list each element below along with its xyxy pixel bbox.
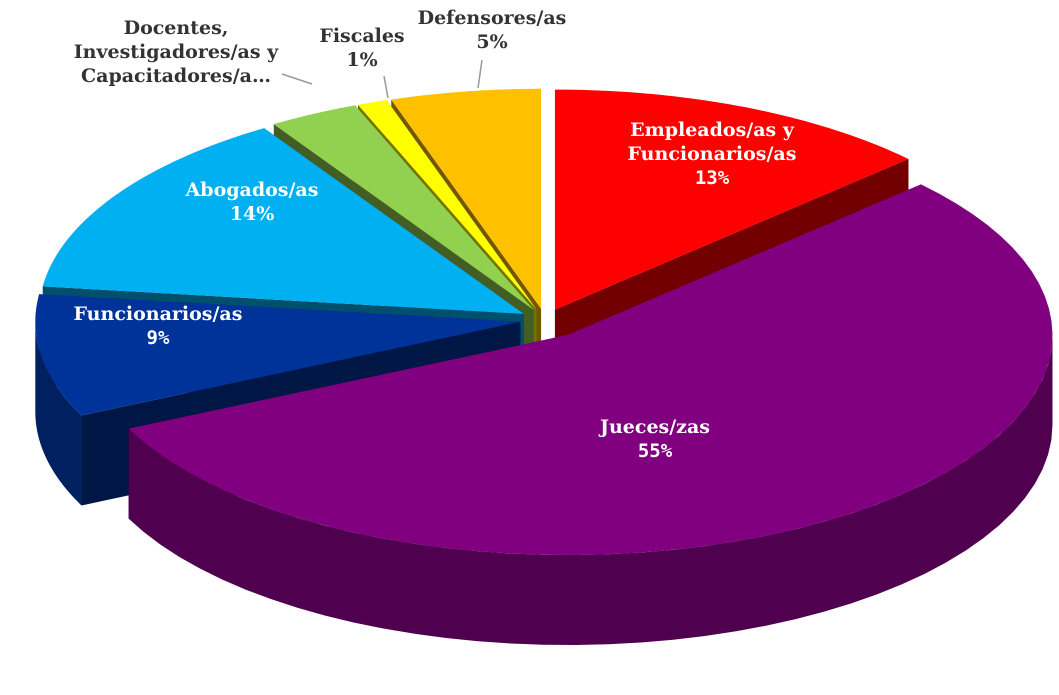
slice-label: Fiscales 1% <box>302 24 422 72</box>
category-label: Docentes, Investigadores/as y Capacitado… <box>73 17 279 87</box>
leader-line <box>383 75 389 99</box>
value-label: 5% <box>476 31 508 53</box>
slice-top <box>42 128 524 314</box>
slice-top <box>391 88 542 309</box>
category-label: Empleados/as y Funcionarios/as <box>627 119 797 165</box>
slice-label: Abogados/as 14% <box>152 178 352 226</box>
category-label: Abogados/as <box>185 179 319 201</box>
slice-top <box>128 184 1053 555</box>
slice-top <box>273 105 534 310</box>
slice-label: Funcionarios/as 9% <box>28 302 288 350</box>
value-label: 1% <box>346 49 378 71</box>
category-label: Defensores/as <box>417 7 567 29</box>
slice-label: Jueces/zas 55% <box>545 415 765 463</box>
value-label: 9% <box>146 327 170 349</box>
category-label: Fiscales <box>319 25 405 47</box>
leader-line <box>477 59 483 89</box>
slice-label: Empleados/as y Funcionarios/as 13% <box>577 118 847 190</box>
slice-label: Defensores/as 5% <box>392 6 592 54</box>
category-label: Funcionarios/as <box>73 303 243 325</box>
slice <box>128 184 1053 645</box>
value-label: 14% <box>229 203 275 225</box>
value-label: 13% <box>694 167 730 189</box>
slice-top <box>554 89 909 310</box>
value-label: 55% <box>637 440 673 462</box>
leader-line <box>281 73 313 85</box>
slice-top <box>357 100 537 310</box>
slice-label: Docentes, Investigadores/as y Capacitado… <box>69 16 284 88</box>
slice-top <box>35 294 521 416</box>
category-label: Jueces/zas <box>600 416 710 438</box>
slice-side <box>35 321 82 506</box>
slice-side <box>128 335 1053 645</box>
